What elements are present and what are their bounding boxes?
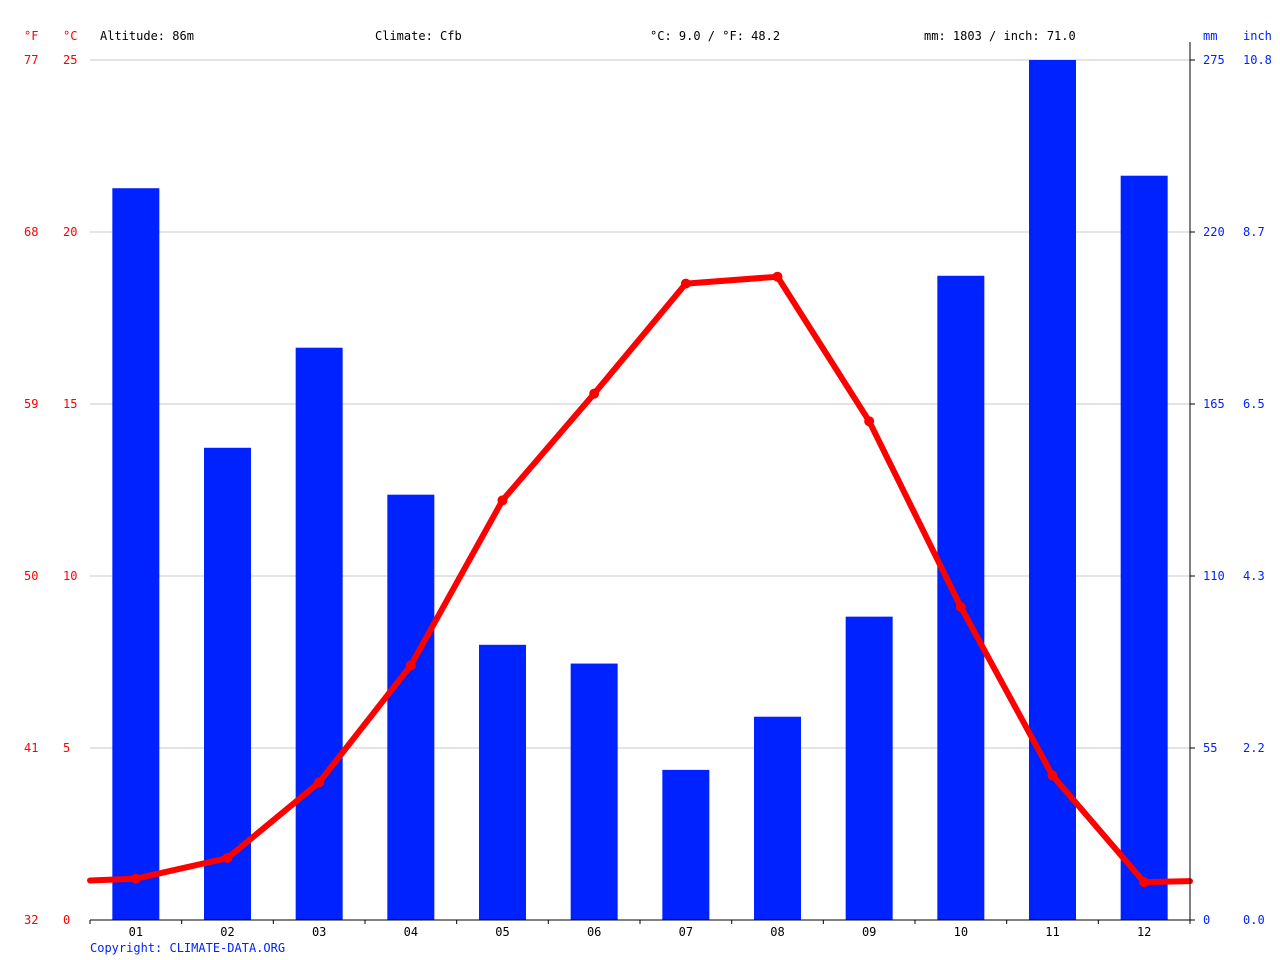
x-tick-label: 07 [679, 925, 693, 939]
mm-tick-label: 110 [1203, 569, 1225, 583]
axes [89, 42, 1195, 924]
temperature-point [130, 873, 141, 884]
precipitation-bar [937, 275, 985, 920]
celsius-tick-label: 5 [63, 741, 70, 755]
mm-tick-label: 55 [1203, 741, 1217, 755]
x-tick-label: 04 [404, 925, 418, 939]
fahrenheit-tick-label: 59 [24, 397, 38, 411]
celsius-tick-label: 20 [63, 225, 77, 239]
precipitation-bars [112, 60, 1168, 920]
temperature-point [772, 271, 783, 282]
fahrenheit-tick-label: 68 [24, 225, 38, 239]
temperature-point [1047, 770, 1058, 781]
fahrenheit-unit-label: °F [24, 29, 38, 43]
precipitation-bar [387, 494, 435, 920]
temperature-summary: °C: 9.0 / °F: 48.2 [650, 29, 780, 43]
x-tick-label: 11 [1045, 925, 1059, 939]
temperature-point [955, 601, 966, 612]
inch-tick-label: 10.8 [1243, 53, 1272, 67]
inch-unit-label: inch [1243, 29, 1272, 43]
precipitation-bar [1120, 175, 1168, 920]
x-tick-label: 06 [587, 925, 601, 939]
celsius-tick-label: 25 [63, 53, 77, 67]
x-tick-label: 05 [495, 925, 509, 939]
x-tick-label: 01 [129, 925, 143, 939]
inch-tick-label: 4.3 [1243, 569, 1265, 583]
x-tick-label: 02 [220, 925, 234, 939]
fahrenheit-tick-label: 77 [24, 53, 38, 67]
celsius-tick-label: 15 [63, 397, 77, 411]
precipitation-summary: mm: 1803 / inch: 71.0 [924, 29, 1076, 43]
gridlines [90, 59, 1190, 749]
precipitation-bar [295, 347, 343, 920]
climate-label: Climate: Cfb [375, 29, 462, 43]
precipitation-bar [845, 616, 893, 920]
temperature-point [314, 777, 325, 788]
inch-tick-label: 8.7 [1243, 225, 1265, 239]
x-tick-label: 09 [862, 925, 876, 939]
temperature-point [405, 660, 416, 671]
temperature-point [680, 278, 691, 289]
temperature-point [589, 388, 600, 399]
copyright-link[interactable]: Copyright: CLIMATE-DATA.ORG [90, 941, 285, 955]
precipitation-bar [662, 769, 710, 920]
celsius-tick-label: 10 [63, 569, 77, 583]
fahrenheit-tick-label: 50 [24, 569, 38, 583]
inch-tick-label: 6.5 [1243, 397, 1265, 411]
mm-tick-label: 165 [1203, 397, 1225, 411]
celsius-tick-label: 0 [63, 913, 70, 927]
inch-tick-label: 2.2 [1243, 741, 1265, 755]
temperature-point [497, 495, 508, 506]
inch-tick-label: 0.0 [1243, 913, 1265, 927]
precipitation-bar [112, 188, 160, 920]
x-tick-label: 12 [1137, 925, 1151, 939]
temperature-point [864, 416, 875, 427]
temperature-point [1139, 877, 1150, 888]
x-tick-label: 10 [954, 925, 968, 939]
celsius-unit-label: °C [63, 29, 77, 43]
precipitation-bar [479, 644, 526, 920]
x-tick-label: 08 [770, 925, 784, 939]
mm-unit-label: mm [1203, 29, 1217, 43]
mm-tick-label: 220 [1203, 225, 1225, 239]
fahrenheit-tick-label: 32 [24, 913, 38, 927]
temperature-series-line [87, 273, 1193, 886]
precipitation-bar [754, 716, 801, 920]
temperature-line [87, 271, 1193, 888]
temperature-point [222, 853, 233, 864]
mm-tick-label: 275 [1203, 53, 1225, 67]
fahrenheit-tick-label: 41 [24, 741, 38, 755]
altitude-label: Altitude: 86m [100, 29, 194, 43]
x-tick-label: 03 [312, 925, 326, 939]
precipitation-bar [204, 447, 251, 920]
mm-tick-label: 0 [1203, 913, 1210, 927]
precipitation-bar [570, 663, 618, 920]
